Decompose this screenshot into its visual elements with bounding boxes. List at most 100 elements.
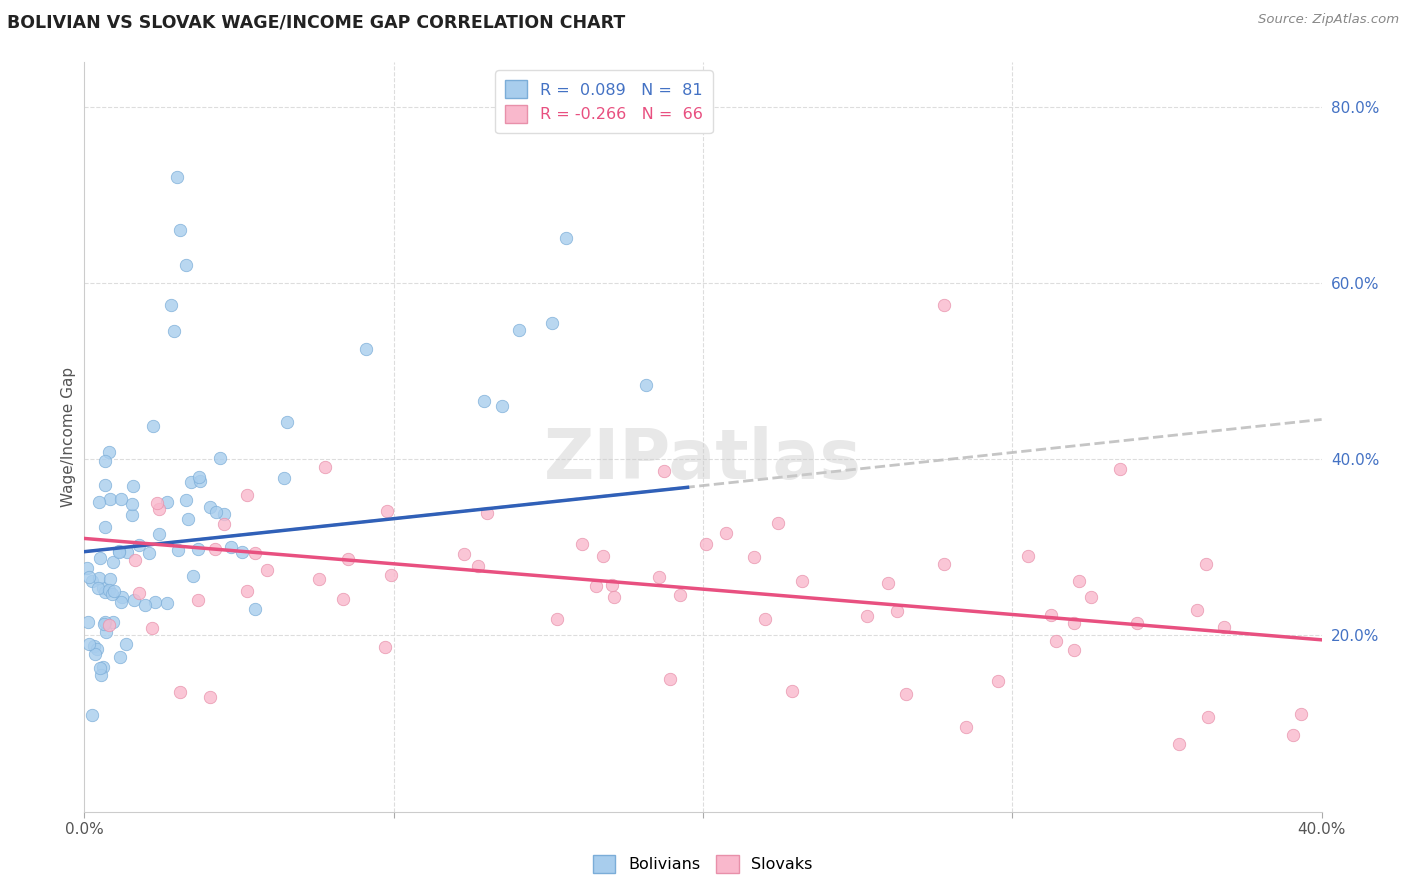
Point [89,550,111,565]
Point [169,684,191,698]
Point [1168,737,1191,751]
Point [169,223,191,237]
Point [138,546,160,560]
Point [955,720,977,734]
Point [121,479,143,493]
Point [1125,616,1147,631]
Point [87,495,110,509]
Point [1213,620,1236,634]
Point [89,661,111,675]
Point [602,591,624,605]
Point [177,512,200,526]
Point [669,588,692,602]
Point [148,527,170,541]
Point [273,471,295,485]
Point [314,460,336,475]
Point [1063,615,1085,630]
Point [472,394,495,409]
Point [187,593,209,607]
Point [204,542,226,557]
Point [600,578,623,592]
Point [80,707,103,722]
Point [491,399,513,413]
Point [1039,608,1062,623]
Point [98,572,121,586]
Point [308,572,330,586]
Point [146,496,169,510]
Point [714,526,737,541]
Point [91,660,114,674]
Point [754,612,776,626]
Point [174,493,197,508]
Point [143,595,166,609]
Point [97,445,120,459]
Point [208,451,231,466]
Point [766,516,789,530]
Point [100,587,122,601]
Point [160,298,183,312]
Point [894,687,917,701]
Point [585,579,607,593]
Text: Source: ZipAtlas.com: Source: ZipAtlas.com [1258,13,1399,27]
Point [124,553,146,567]
Point [86,641,108,656]
Point [198,690,221,704]
Point [101,555,124,569]
Point [94,615,117,630]
Point [212,517,235,532]
Point [337,552,360,566]
Point [276,415,298,429]
Point [114,637,136,651]
Point [856,608,879,623]
Point [167,543,190,558]
Text: BOLIVIAN VS SLOVAK WAGE/INCOME GAP CORRELATION CHART: BOLIVIAN VS SLOVAK WAGE/INCOME GAP CORRE… [7,13,626,31]
Point [121,497,143,511]
Point [134,598,156,612]
Point [1282,727,1305,741]
Point [94,454,117,468]
Legend: Bolivians, Slovaks: Bolivians, Slovaks [586,848,820,880]
Point [744,550,766,565]
Point [1197,709,1219,723]
Point [156,596,179,610]
Point [243,546,266,560]
Point [148,501,170,516]
Point [212,507,235,521]
Point [94,519,117,533]
Point [695,537,717,551]
Point [111,590,134,604]
Point [1108,462,1130,476]
Point [648,569,671,583]
Point [163,324,186,338]
Point [166,169,188,184]
Point [94,584,117,599]
Point [877,576,900,591]
Point [77,570,100,584]
Point [108,649,131,664]
Point [659,672,682,686]
Point [94,624,117,639]
Point [110,594,132,608]
Point [187,542,209,557]
Text: ZIPatlas: ZIPatlas [544,426,862,493]
Point [1045,634,1067,648]
Point [176,258,198,272]
Point [1063,643,1085,657]
Point [80,574,103,589]
Point [792,574,814,588]
Point [1017,549,1039,564]
Point [108,544,131,558]
Point [84,648,107,662]
Y-axis label: Wage/Income Gap: Wage/Income Gap [60,367,76,508]
Point [245,601,267,615]
Point [122,592,145,607]
Point [121,508,143,522]
Point [110,491,132,506]
Point [453,547,475,561]
Point [1291,707,1313,722]
Point [107,545,129,559]
Point [87,571,110,585]
Point [128,586,150,600]
Point [1080,590,1102,604]
Point [77,637,100,651]
